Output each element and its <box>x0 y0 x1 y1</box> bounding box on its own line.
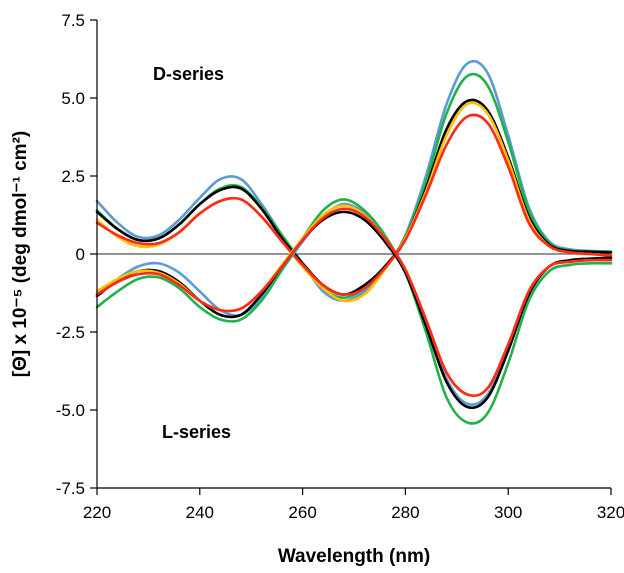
d-series-line-2 <box>95 72 613 299</box>
l-series-annotation: L-series <box>162 422 231 442</box>
plot-area: 7.5 5.0 2.5 0 -2.5 -5.0 -7.5 220 240 260 280 300 32… <box>56 11 624 522</box>
x-tick-label: 280 <box>391 503 419 522</box>
l-series-line-2 <box>95 198 613 425</box>
d-series-line-1 <box>95 59 613 303</box>
x-tick-label: 220 <box>83 503 111 522</box>
y-tick-label: -2.5 <box>56 323 85 342</box>
y-tick-label: 5.0 <box>61 89 85 108</box>
y-tick-label: 2.5 <box>61 167 85 186</box>
y-axis-title: [Θ] x 10⁻⁵ (deg dmol⁻¹ cm²) <box>10 131 31 377</box>
x-axis-ticks: 220 240 260 280 300 320 <box>83 488 624 522</box>
y-tick-label: 7.5 <box>61 11 85 30</box>
d-series-line-5 <box>95 113 613 296</box>
x-tick-label: 320 <box>597 503 624 522</box>
y-tick-label: -5.0 <box>56 401 85 420</box>
x-tick-label: 300 <box>494 503 522 522</box>
d-series-line-3 <box>95 98 613 296</box>
d-series-annotation: D-series <box>153 64 224 84</box>
l-series-line-5 <box>95 207 613 398</box>
x-tick-label: 260 <box>288 503 316 522</box>
y-tick-label: -7.5 <box>56 479 85 498</box>
x-tick-label: 240 <box>186 503 214 522</box>
y-tick-label: 0 <box>76 245 85 264</box>
y-axis-ticks: 7.5 5.0 2.5 0 -2.5 -5.0 -7.5 <box>56 11 97 498</box>
series-layer <box>95 59 613 425</box>
l-series-line-3 <box>95 210 613 410</box>
x-axis-title: Wavelength (nm) <box>278 546 430 567</box>
